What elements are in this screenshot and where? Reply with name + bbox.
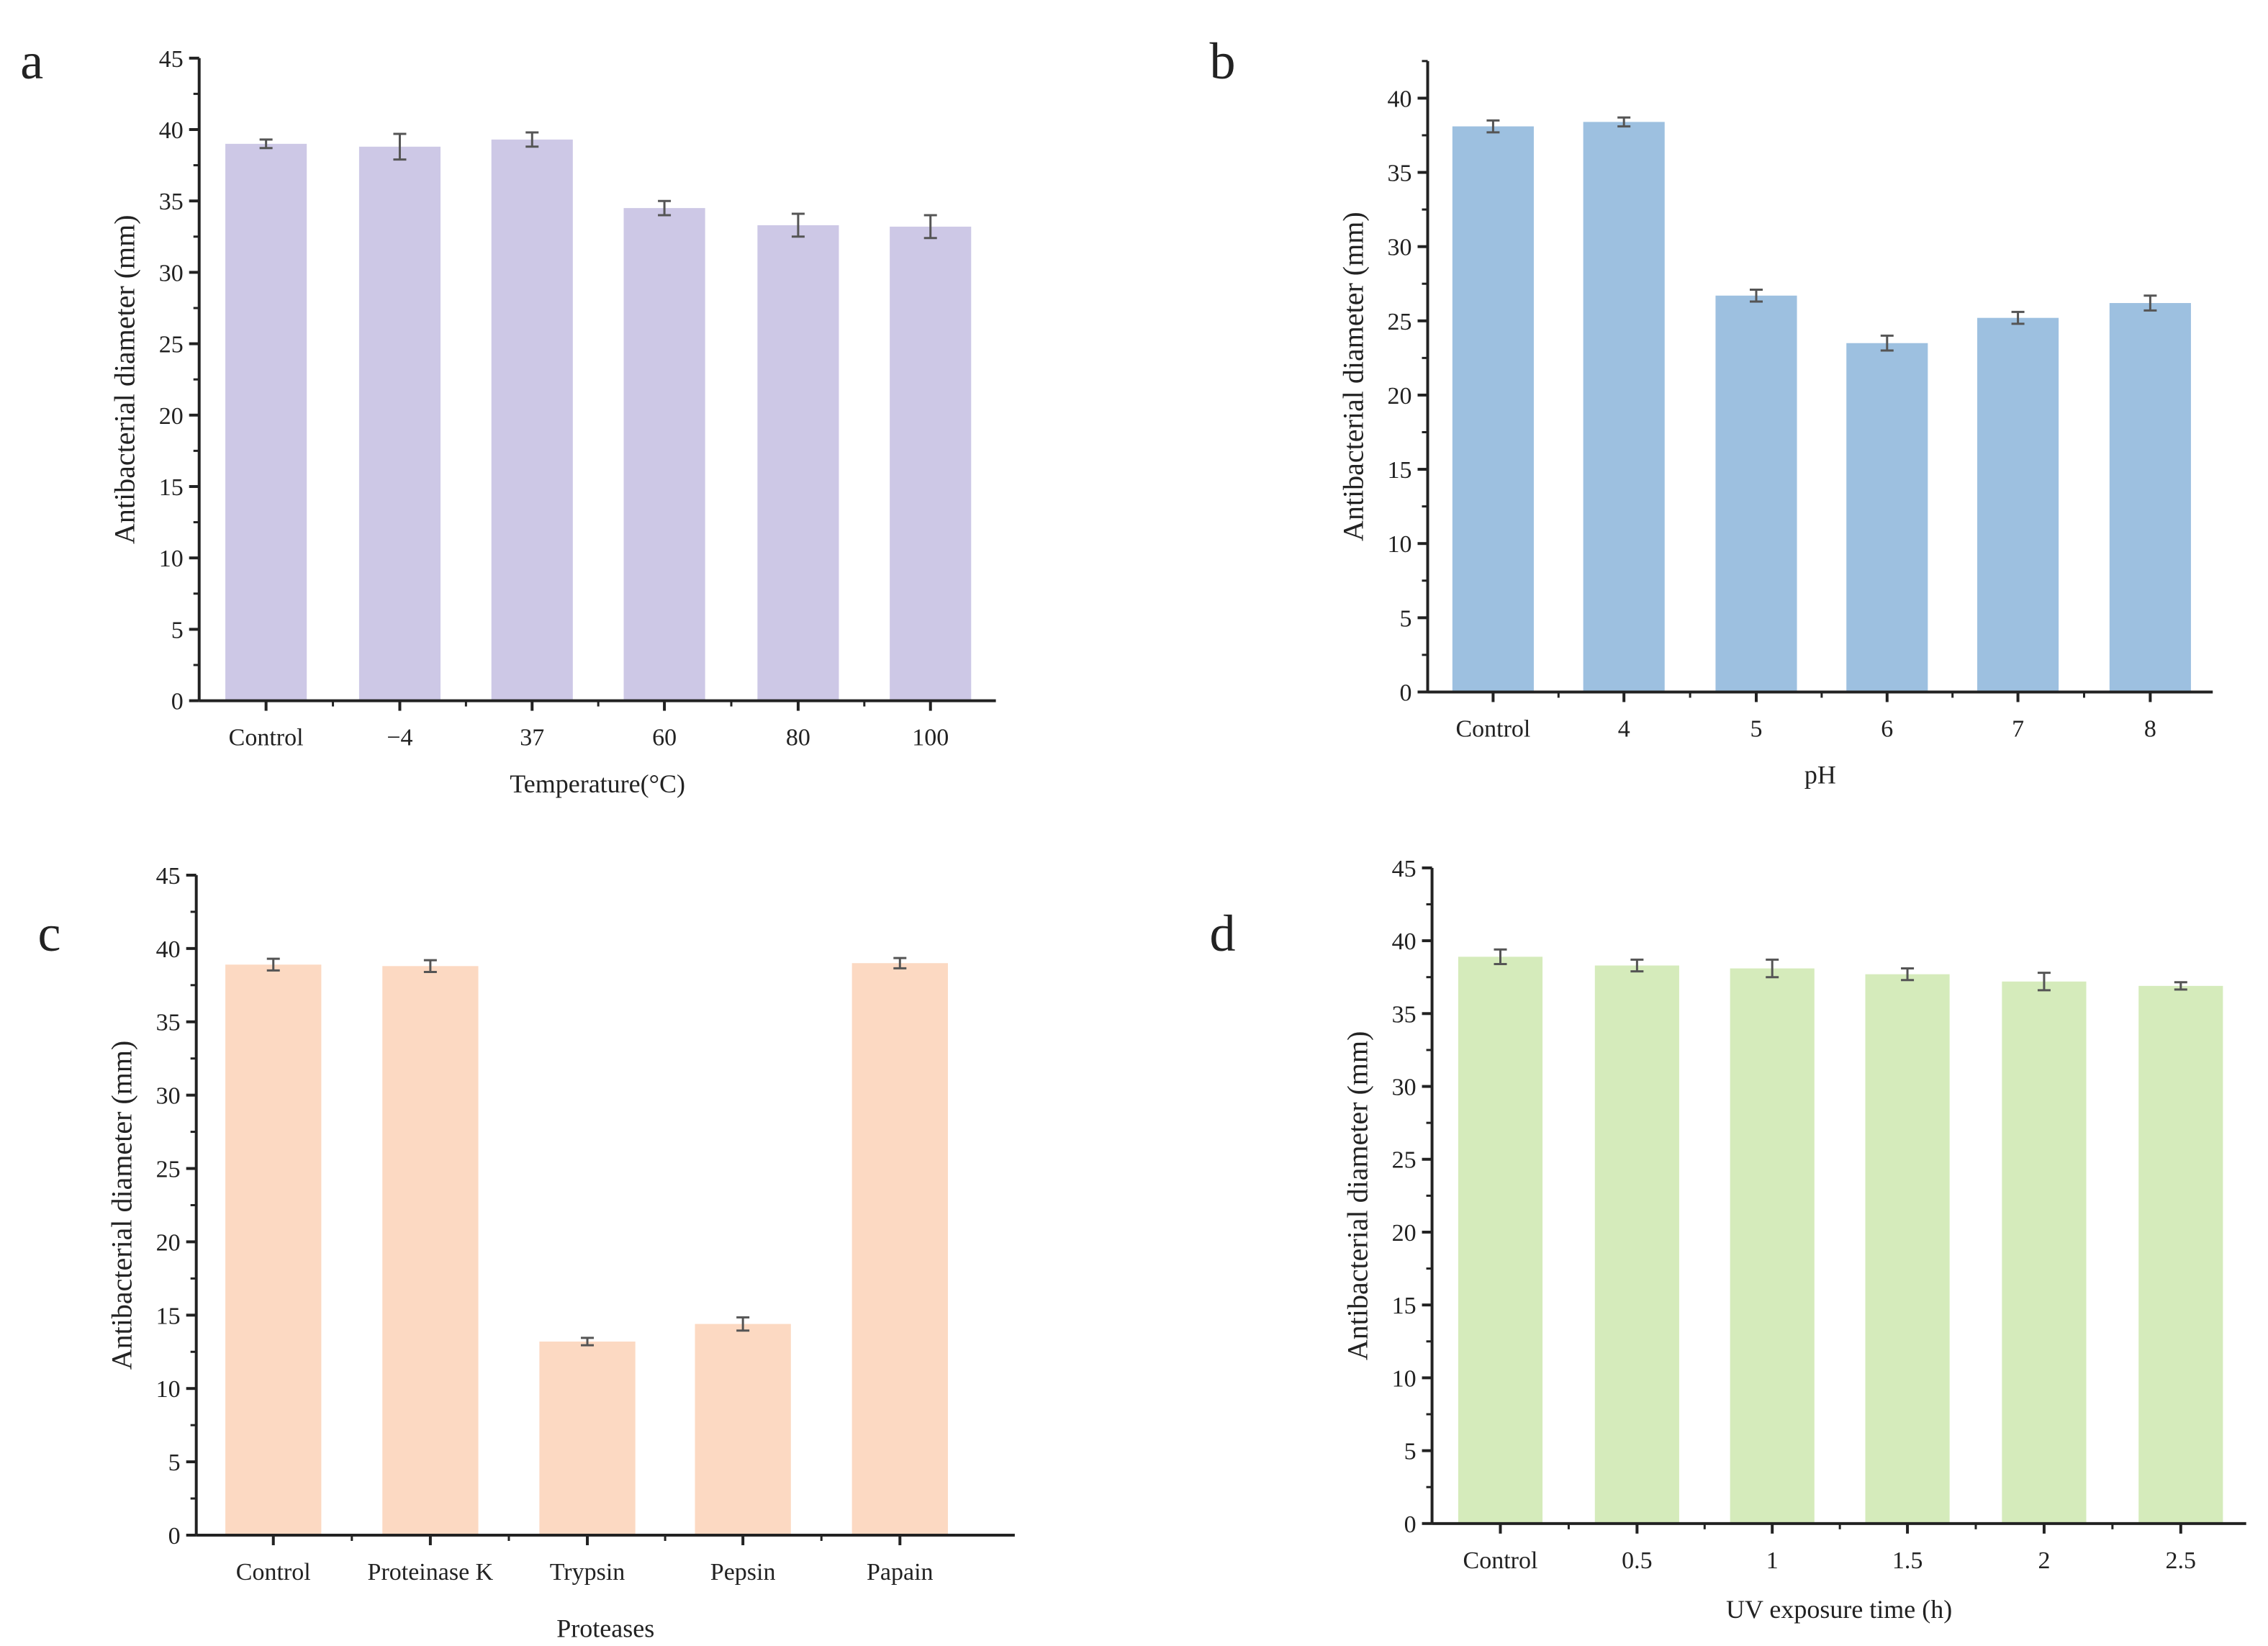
bar <box>1594 965 1679 1524</box>
y-tick-label: 25 <box>159 332 184 358</box>
bar <box>358 146 441 701</box>
y-tick-label: 40 <box>1388 86 1412 112</box>
x-tick-label: −4 <box>387 725 412 751</box>
y-tick-label: 20 <box>159 403 184 430</box>
x-axis-label: pH <box>1804 761 1836 790</box>
y-tick-label: 25 <box>1388 309 1412 335</box>
x-tick-label: 4 <box>1618 715 1630 742</box>
bar <box>890 226 972 701</box>
y-tick-label: 0 <box>1400 679 1412 706</box>
x-tick-label: 5 <box>1750 715 1763 742</box>
y-tick-label: 45 <box>1392 856 1417 882</box>
bar <box>1730 968 1815 1524</box>
bar <box>1458 957 1543 1524</box>
y-tick-label: 45 <box>156 863 181 890</box>
y-tick-label: 0 <box>168 1523 181 1550</box>
x-tick-label: 2 <box>2038 1547 2050 1574</box>
y-tick-label: 5 <box>168 1450 181 1476</box>
y-tick-label: 25 <box>1392 1147 1417 1174</box>
x-tick-label: Control <box>229 725 304 751</box>
bar <box>1865 974 1950 1524</box>
y-tick-label: 30 <box>156 1083 181 1110</box>
y-tick-label: 30 <box>1392 1075 1417 1101</box>
x-tick-label: 0.5 <box>1622 1547 1653 1574</box>
x-tick-label: 1 <box>1766 1547 1779 1574</box>
x-tick-label: 80 <box>786 725 810 751</box>
x-tick-label: Control <box>1463 1547 1538 1574</box>
panel-label: c <box>38 905 61 962</box>
y-tick-label: 5 <box>1400 605 1412 632</box>
y-tick-label: 30 <box>159 260 184 286</box>
bar <box>851 963 948 1535</box>
bar <box>2109 303 2191 692</box>
panel-label: d <box>1210 905 1236 962</box>
panel-label: b <box>1210 32 1236 90</box>
y-tick-label: 15 <box>1388 457 1412 484</box>
x-tick-label: 6 <box>1881 715 1893 742</box>
x-tick-label: Papain <box>867 1559 934 1586</box>
y-tick-label: 25 <box>156 1157 181 1183</box>
x-tick-label: 37 <box>520 725 544 751</box>
bar <box>491 139 573 701</box>
bar <box>1715 295 1797 692</box>
bar <box>695 1324 791 1535</box>
bar <box>1846 343 1928 692</box>
y-tick-label: 35 <box>1392 1001 1417 1028</box>
x-axis-label: UV exposure time (h) <box>1726 1595 1952 1624</box>
y-tick-label: 5 <box>1404 1439 1417 1465</box>
x-tick-label: Control <box>1455 715 1530 742</box>
bar <box>1583 122 1665 692</box>
x-tick-label: 8 <box>2144 715 2156 742</box>
x-tick-label: Control <box>236 1559 311 1586</box>
y-tick-label: 20 <box>1388 383 1412 410</box>
bar <box>2002 981 2087 1524</box>
bar <box>623 208 705 701</box>
y-axis-label: Antibacterial diameter (mm) <box>1337 212 1370 541</box>
bar <box>2138 985 2223 1524</box>
y-tick-label: 40 <box>1392 928 1417 955</box>
bar <box>539 1341 636 1535</box>
y-tick-label: 40 <box>159 117 184 144</box>
y-tick-label: 10 <box>1388 531 1412 558</box>
bar <box>1977 317 2059 692</box>
y-tick-label: 10 <box>1392 1365 1417 1392</box>
y-tick-label: 15 <box>159 474 184 501</box>
y-tick-label: 45 <box>159 46 184 73</box>
bar <box>382 966 479 1535</box>
x-axis-label: Temperature(°C) <box>510 769 685 798</box>
y-tick-label: 10 <box>156 1376 181 1403</box>
y-tick-label: 35 <box>156 1010 181 1036</box>
y-tick-label: 10 <box>159 546 184 572</box>
y-tick-label: 20 <box>156 1229 181 1256</box>
bar <box>225 143 307 701</box>
x-axis-label: Proteases <box>556 1614 654 1642</box>
x-tick-label: 1.5 <box>1892 1547 1923 1574</box>
y-tick-label: 5 <box>171 617 184 643</box>
x-tick-label: 100 <box>912 725 949 751</box>
x-tick-label: Trypsin <box>550 1559 625 1586</box>
x-tick-label: Pepsin <box>710 1559 776 1586</box>
y-tick-label: 30 <box>1388 235 1412 261</box>
bar <box>1452 126 1534 692</box>
bar <box>225 964 322 1535</box>
y-tick-label: 15 <box>1392 1293 1417 1319</box>
y-tick-label: 20 <box>1392 1220 1417 1247</box>
y-tick-label: 40 <box>156 936 181 963</box>
y-tick-label: 0 <box>171 689 184 715</box>
x-tick-label: 2.5 <box>2166 1547 2197 1574</box>
y-tick-label: 15 <box>156 1303 181 1329</box>
y-tick-label: 35 <box>1388 160 1412 187</box>
y-axis-label: Antibacterial diameter (mm) <box>106 1041 138 1370</box>
panel-label: a <box>20 32 43 90</box>
bar <box>757 225 839 701</box>
y-axis-label: Antibacterial diameter (mm) <box>109 214 141 544</box>
y-axis-label: Antibacterial diameter (mm) <box>1342 1031 1374 1361</box>
x-tick-label: 7 <box>2012 715 2024 742</box>
x-tick-label: Proteinase K <box>368 1559 494 1586</box>
y-tick-label: 35 <box>159 189 184 215</box>
y-tick-label: 0 <box>1404 1511 1417 1538</box>
x-tick-label: 60 <box>652 725 677 751</box>
